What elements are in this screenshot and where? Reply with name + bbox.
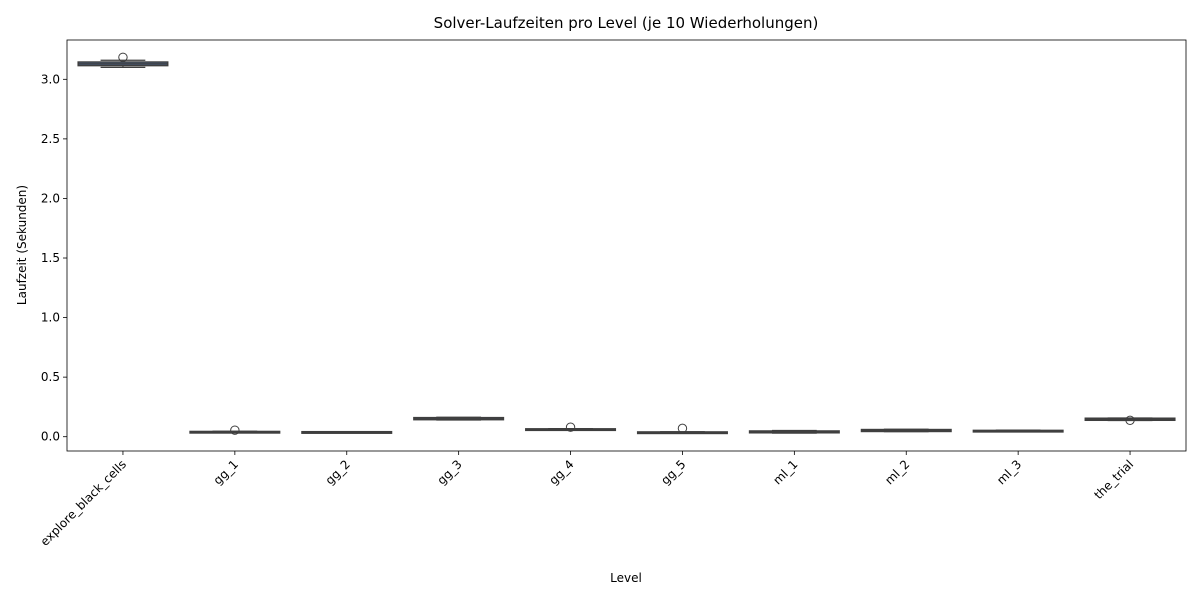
y-tick-label: 0.0	[41, 430, 60, 444]
x-axis-label: Level	[610, 571, 642, 585]
box-gg_4	[525, 422, 617, 432]
y-tick-label: 2.5	[41, 132, 60, 146]
box-ml_3	[972, 429, 1064, 433]
y-tick-label: 2.0	[41, 191, 60, 205]
box-ml_1	[748, 429, 840, 434]
outlier-point	[677, 423, 688, 434]
box-gg_3	[413, 416, 505, 421]
y-tick-label: 3.0	[41, 72, 60, 86]
outlier-point	[118, 52, 128, 62]
outlier-point	[565, 422, 576, 432]
y-tick-label: 0.5	[41, 370, 60, 384]
box-gg_5	[636, 423, 728, 435]
outlier-point	[1125, 415, 1135, 425]
chart-title: Solver-Laufzeiten pro Level (je 10 Wiede…	[434, 14, 819, 32]
box-explore_black_cells	[77, 52, 169, 69]
box-the_trial	[1084, 415, 1176, 425]
outlier-point	[230, 425, 240, 435]
box-gg_1	[189, 425, 281, 435]
box-ml_2	[860, 428, 952, 433]
y-tick-label: 1.5	[41, 251, 60, 265]
box-gg_2	[301, 430, 393, 434]
axes-frame	[66, 39, 1187, 452]
y-axis-label: Laufzeit (Sekunden)	[15, 185, 29, 305]
y-tick-label: 1.0	[41, 311, 60, 325]
